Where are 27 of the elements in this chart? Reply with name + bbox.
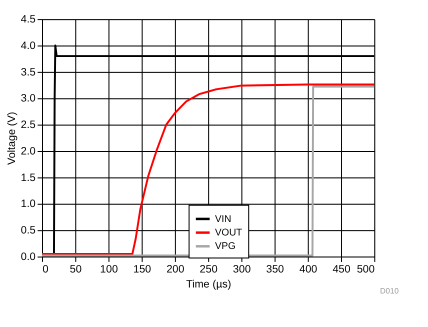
y-tick-label: 2.5 — [20, 119, 36, 132]
x-tick-label: 450 — [332, 264, 350, 276]
x-tick-label: 100 — [100, 264, 118, 276]
y-tick-label: 1.0 — [20, 198, 36, 210]
y-tick-label: 4.5 — [20, 14, 36, 26]
legend-label: VOUT — [214, 228, 242, 239]
y-tick-label: 3.5 — [20, 66, 36, 78]
x-tick-label: 50 — [70, 264, 82, 276]
y-tick-label: 1.5 — [20, 172, 36, 184]
x-tick-label: 150 — [133, 264, 152, 276]
y-tick-label: 0.5 — [20, 224, 36, 237]
x-tick-label: 300 — [232, 264, 251, 276]
x-tick-label: 350 — [266, 264, 284, 276]
x-tick-label: 250 — [200, 264, 218, 276]
text: D010 — [380, 286, 400, 296]
x-axis-title: Time (µs) — [186, 278, 232, 290]
legend-label: VPG — [214, 241, 236, 252]
y-tick-label: 2.0 — [20, 145, 36, 158]
x-tick-label: 200 — [166, 264, 184, 276]
x-tick-label: 500 — [356, 264, 375, 276]
legend-label: VIN — [214, 214, 232, 225]
y-tick-label: 4.0 — [20, 40, 36, 52]
x-tick-label: 400 — [299, 264, 318, 276]
y-axis-title: Voltage (V) — [6, 112, 18, 165]
x-tick-label: 0 — [42, 264, 49, 276]
y-tick-label: 0.0 — [20, 250, 36, 263]
y-tick-label: 3.0 — [20, 92, 36, 105]
